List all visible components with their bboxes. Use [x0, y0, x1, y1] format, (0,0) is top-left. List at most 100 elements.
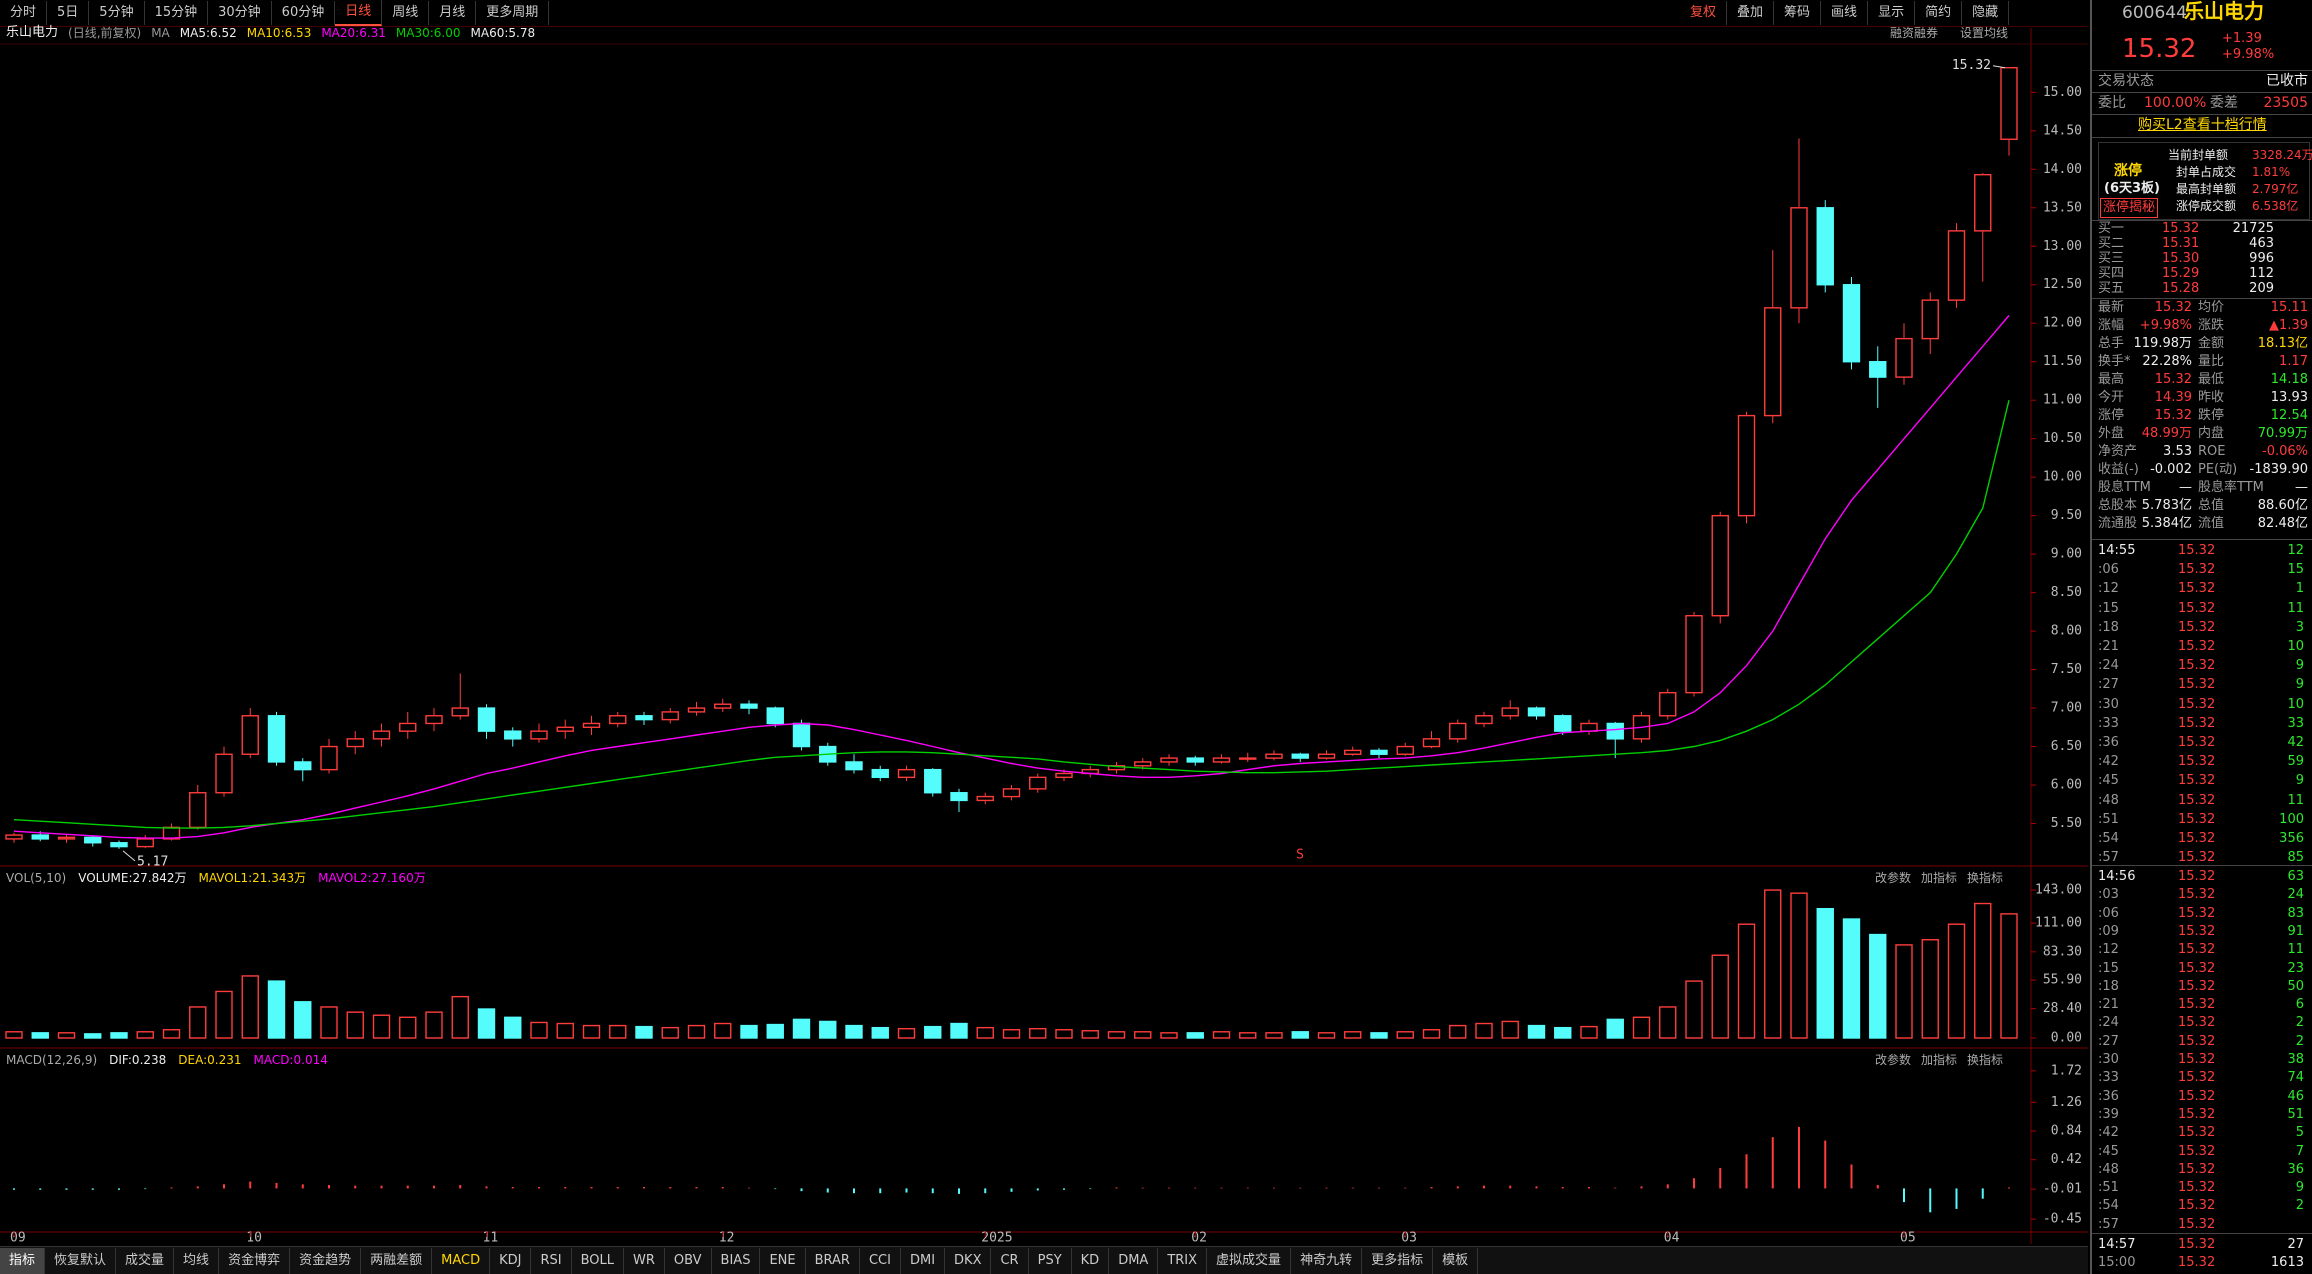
tick-volume: 42: [2287, 735, 2304, 750]
indicator-tab[interactable]: 恢复默认: [45, 1248, 117, 1274]
candle-body: [1921, 299, 1939, 340]
stat-value: 18.13亿: [2257, 336, 2308, 351]
candle-body: [189, 792, 207, 829]
indicator-button[interactable]: 改参数: [1875, 871, 1912, 885]
volume-bar: [2000, 913, 2018, 1039]
tool-button[interactable]: 筹码: [1774, 1, 1822, 25]
candle-body: [1764, 307, 1782, 417]
candle-body: [1580, 722, 1598, 732]
l2-link[interactable]: 购买L2查看十档行情: [2138, 117, 2267, 133]
status: 已收市: [2266, 73, 2308, 89]
tick-price: 15.32: [2178, 581, 2216, 597]
indicator-tab[interactable]: BIAS: [712, 1248, 761, 1274]
tick-price: 15.32: [2178, 1070, 2216, 1086]
volume-bar: [1632, 1016, 1651, 1039]
indicator-button[interactable]: 换指标: [1967, 1053, 2004, 1067]
indicator-tab[interactable]: BOLL: [572, 1248, 624, 1274]
indicator-tab[interactable]: CR: [991, 1248, 1029, 1274]
indicator-tab[interactable]: OBV: [665, 1248, 712, 1274]
stat-label: 最高: [2098, 372, 2125, 387]
indicator-tab[interactable]: DMA: [1109, 1248, 1159, 1274]
period-tab[interactable]: 月线: [429, 1, 477, 25]
indicator-tab[interactable]: 两融差额: [361, 1248, 433, 1274]
indicator-button[interactable]: 改参数: [1875, 1053, 1912, 1067]
indicator-tab[interactable]: 资金博弈: [219, 1248, 291, 1274]
book-volume: 21725: [2232, 221, 2274, 236]
period-tab[interactable]: 分时: [0, 1, 48, 25]
candle-body: [399, 722, 417, 732]
tick-time: :45: [2098, 1143, 2119, 1159]
candle-body: [1659, 691, 1677, 717]
period-tab[interactable]: 周线: [382, 1, 430, 25]
period-tab[interactable]: 15分钟: [145, 1, 209, 25]
indicator-tab[interactable]: 指标: [0, 1248, 46, 1274]
period-tab[interactable]: 5日: [47, 1, 90, 25]
indicator-tab[interactable]: PSY: [1029, 1248, 1072, 1274]
indicator-tab[interactable]: 资金趋势: [290, 1248, 362, 1274]
tick-volume: 1613: [2270, 1255, 2304, 1270]
tick-time: :18: [2098, 619, 2119, 635]
indicator-tab[interactable]: KDJ: [490, 1248, 532, 1274]
tick-price: 15.32: [2178, 923, 2216, 939]
tick-volume: 1: [2295, 581, 2304, 597]
indicator-tab[interactable]: DKX: [945, 1248, 992, 1274]
indicator-tab[interactable]: 成交量: [116, 1248, 175, 1274]
indicator-tab[interactable]: 更多指标: [1362, 1248, 1434, 1274]
volume-bar: [1002, 1029, 1021, 1039]
period-tab[interactable]: 30分钟: [208, 1, 272, 25]
volume-bar: [320, 1006, 338, 1039]
stat-value: 48.99万: [2141, 426, 2192, 441]
stat-label: 金额: [2198, 336, 2225, 351]
tool-button[interactable]: 显示: [1868, 1, 1916, 25]
period-tab[interactable]: 更多周期: [476, 1, 550, 25]
pane-link[interactable]: 设置均线: [1960, 26, 2009, 40]
stat-label: 净资产: [2098, 444, 2138, 459]
indicator-tab[interactable]: KD: [1072, 1248, 1110, 1274]
tick-price: 15.32: [2178, 773, 2216, 789]
indicator-button[interactable]: 换指标: [1967, 871, 2004, 885]
tick-price: 15.32: [2178, 677, 2216, 693]
indicator-legend: MAVOL2:27.160万: [318, 871, 426, 885]
volume-bar: [84, 1033, 102, 1039]
volume-bar: [215, 990, 233, 1039]
volume-bar: [530, 1021, 548, 1039]
indicator-tab[interactable]: MACD: [432, 1248, 491, 1274]
limit-reveal[interactable]: 涨停揭秘: [2100, 198, 2159, 218]
y-tick-label: 10.00: [2043, 470, 2082, 485]
indicator-tab[interactable]: 神奇九转: [1291, 1248, 1363, 1274]
tick-time: :54: [2098, 831, 2119, 846]
tool-button[interactable]: 画线: [1821, 1, 1869, 25]
indicator-tab[interactable]: RSI: [531, 1248, 572, 1274]
candle-body: [714, 703, 732, 709]
volume-bar: [110, 1032, 128, 1039]
candle-body: [320, 745, 338, 771]
tick-time: :03: [2098, 887, 2119, 903]
volume-bar: [1212, 1031, 1231, 1039]
tick-volume: 10: [2287, 639, 2304, 654]
period-tab[interactable]: 60分钟: [272, 1, 336, 25]
indicator-tab[interactable]: CCI: [860, 1248, 901, 1274]
candle-body: [897, 768, 916, 779]
tool-button[interactable]: 隐藏: [1962, 1, 2010, 25]
y-tick-label: 11.50: [2043, 354, 2082, 369]
stat-value: 15.32: [2154, 300, 2192, 315]
indicator-tab[interactable]: DMI: [901, 1248, 946, 1274]
pane-link[interactable]: 融资融券: [1890, 26, 1939, 40]
indicator-tab[interactable]: TRIX: [1158, 1248, 1208, 1274]
book-price: 15.32: [2162, 221, 2200, 236]
indicator-tab[interactable]: ENE: [760, 1248, 806, 1274]
indicator-tab[interactable]: 均线: [174, 1248, 220, 1274]
indicator-button[interactable]: 加指标: [1921, 1053, 1958, 1067]
period-tab[interactable]: 5分钟: [89, 1, 145, 25]
period-tab[interactable]: 日线: [335, 0, 383, 26]
indicator-tab[interactable]: BRAR: [806, 1248, 860, 1274]
tool-button[interactable]: 简约: [1915, 1, 1963, 25]
tool-button[interactable]: 复权: [1680, 1, 1728, 25]
tool-button[interactable]: 叠加: [1727, 1, 1775, 25]
indicator-button[interactable]: 加指标: [1921, 871, 1958, 885]
tick-time: :21: [2098, 639, 2119, 654]
stat-value: 119.98万: [2133, 336, 2193, 351]
indicator-tab[interactable]: 模板: [1433, 1248, 1479, 1274]
indicator-tab[interactable]: 虚拟成交量: [1207, 1248, 1292, 1274]
indicator-tab[interactable]: WR: [624, 1248, 665, 1274]
